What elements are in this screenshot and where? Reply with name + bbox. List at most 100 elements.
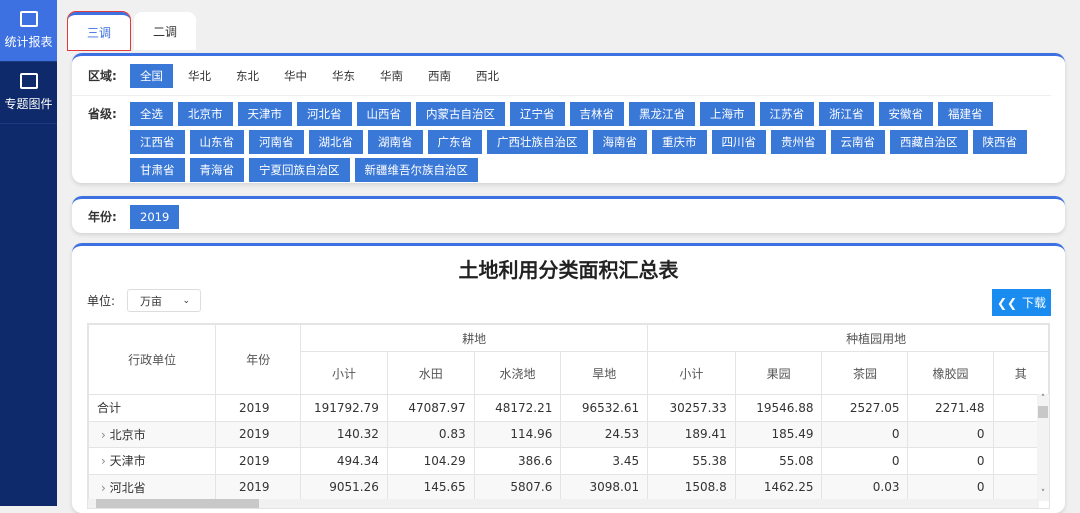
value-cell: 3098.01 — [560, 473, 649, 501]
province-button[interactable]: 黑龙江省 — [629, 102, 695, 126]
sidebar-item-reports[interactable]: 统计报表 — [0, 0, 57, 62]
province-button[interactable]: 安徽省 — [878, 102, 933, 126]
year-cell: 2019 — [215, 447, 302, 475]
admin-unit-name: 河北省 — [109, 480, 146, 495]
value-cell: 1462.25 — [734, 473, 823, 501]
province-button[interactable]: 河南省 — [249, 130, 304, 154]
province-button[interactable]: 陕西省 — [972, 130, 1027, 154]
table-row[interactable]: › 天津市 2019 494.34 104.29 386.6 3.45 55.38 55.08… — [88, 447, 1049, 475]
table-row[interactable]: › 河北省 2019 9051.26 145.65 5807.6 3098.01 1508.… — [88, 473, 1049, 501]
province-button[interactable]: 海南省 — [592, 130, 647, 154]
value-cell: 0 — [907, 447, 994, 475]
region-button[interactable]: 华南 — [380, 69, 403, 83]
sidebar: 统计报表 专题图件 — [0, 0, 57, 506]
sidebar-item-label: 专题图件 — [4, 97, 53, 111]
value-cell: 0 — [907, 420, 994, 448]
province-button[interactable]: 辽宁省 — [510, 102, 565, 126]
value-cell: 191792.79 — [300, 394, 388, 422]
expand-chevron-icon[interactable]: › — [101, 427, 110, 442]
header-subcolumn: 其 — [992, 351, 1049, 395]
province-button[interactable]: 山西省 — [356, 102, 411, 126]
value-cell: 145.65 — [386, 473, 475, 501]
province-button[interactable]: 广西壮族自治区 — [487, 130, 588, 154]
unit-select[interactable]: 万亩 ⌄ — [127, 289, 202, 312]
value-cell: 386.6 — [473, 447, 562, 475]
province-button[interactable]: 湖北省 — [308, 130, 363, 154]
province-button[interactable]: 内蒙古自治区 — [416, 102, 505, 126]
report-table: 行政单位 年份 耕地 种植园用地 小计 水田 水浇地 旱地 小计 果园 茶园 橡胶园其 合计 2… — [87, 323, 1050, 509]
region-filter-card: 区域: 全国 华北 东北 华中 华东 华南 西南 西北 省级: 全选 北京市 天津市 河北省 山西省内… — [72, 53, 1065, 183]
value-cell: 0 — [821, 420, 909, 448]
province-button[interactable]: 新疆维吾尔族自治区 — [354, 158, 478, 182]
province-button[interactable]: 青海省 — [189, 158, 244, 182]
region-button[interactable]: 东北 — [236, 69, 259, 83]
value-cell: 104.29 — [386, 447, 475, 475]
year-button[interactable]: 2019 — [130, 205, 180, 229]
province-button[interactable]: 天津市 — [237, 102, 292, 126]
header-subcolumn: 茶园 — [821, 351, 909, 395]
table-row[interactable]: › 北京市 2019 140.32 0.83 114.96 24.53 189.41 185.… — [88, 420, 1049, 448]
tab-third-survey[interactable]: 三调 — [67, 11, 131, 51]
province-button[interactable]: 福建省 — [938, 102, 993, 126]
expand-chevron-icon[interactable]: › — [101, 480, 110, 495]
admin-unit-cell: › 天津市 — [88, 447, 217, 475]
value-cell: 24.53 — [560, 420, 649, 448]
region-button[interactable]: 华北 — [188, 69, 211, 83]
province-button[interactable]: 江苏省 — [759, 102, 814, 126]
tab-second-survey[interactable]: 二调 — [134, 12, 196, 50]
province-button[interactable]: 湖南省 — [368, 130, 423, 154]
table-row[interactable]: 合计 2019 191792.79 47087.97 48172.21 96532.61 3… — [88, 394, 1049, 422]
region-button[interactable]: 华中 — [284, 69, 307, 83]
value-cell: 55.08 — [734, 447, 823, 475]
province-button[interactable]: 贵州省 — [771, 130, 826, 154]
province-button[interactable]: 全选 — [130, 102, 173, 126]
image-icon — [19, 73, 38, 89]
value-cell: 2527.05 — [821, 394, 909, 422]
horizontal-scrollbar[interactable] — [88, 499, 1039, 508]
admin-unit-name: 天津市 — [109, 454, 146, 469]
value-cell: 55.38 — [647, 447, 736, 475]
header-subcolumn: 果园 — [734, 351, 823, 395]
value-cell: 30257.33 — [647, 394, 736, 422]
province-button[interactable]: 吉林省 — [569, 102, 624, 126]
header-subcolumn: 水浇地 — [473, 351, 562, 395]
value-cell: 140.32 — [300, 420, 388, 448]
province-button[interactable]: 河北省 — [297, 102, 352, 126]
sidebar-item-maps[interactable]: 专题图件 — [0, 62, 57, 124]
region-button[interactable]: 全国 — [130, 64, 173, 88]
province-button[interactable]: 四川省 — [711, 130, 766, 154]
province-button[interactable]: 宁夏回族自治区 — [249, 158, 350, 182]
province-button[interactable]: 北京市 — [178, 102, 233, 126]
expand-chevron-icon[interactable]: › — [101, 454, 110, 469]
province-button[interactable]: 甘肃省 — [130, 158, 185, 182]
download-icon: ❮❮ — [996, 295, 1018, 310]
header-subcolumn: 小计 — [647, 351, 736, 395]
province-button[interactable]: 山东省 — [189, 130, 244, 154]
province-button[interactable]: 江西省 — [130, 130, 185, 154]
region-button[interactable]: 华东 — [332, 69, 355, 83]
province-button[interactable]: 重庆市 — [652, 130, 707, 154]
value-cell: 494.34 — [300, 447, 388, 475]
vertical-scrollbar[interactable]: ˄ ˅ — [1037, 394, 1049, 501]
province-button[interactable]: 西藏自治区 — [890, 130, 968, 154]
province-buttons: 全选 北京市 天津市 河北省 山西省 内蒙古自治区 辽宁省 吉林省 黑龙江省 上海市 江苏省 浙江省安… — [130, 102, 1050, 182]
header-subcolumn: 橡胶园 — [907, 351, 994, 395]
province-button[interactable]: 上海市 — [700, 102, 755, 126]
value-cell: 19546.88 — [734, 394, 823, 422]
region-button[interactable]: 西南 — [428, 69, 451, 83]
value-cell: 0.03 — [821, 473, 909, 501]
province-button[interactable]: 广东省 — [427, 130, 482, 154]
province-button[interactable]: 云南省 — [830, 130, 885, 154]
sidebar-item-label: 统计报表 — [4, 35, 53, 49]
province-button[interactable]: 浙江省 — [819, 102, 874, 126]
value-cell: 114.96 — [473, 420, 562, 448]
region-button[interactable]: 西北 — [476, 69, 499, 83]
value-cell: 189.41 — [647, 420, 736, 448]
value-cell: 47087.97 — [386, 394, 475, 422]
chevron-down-icon: ⌄ — [182, 295, 191, 306]
year-label: 年份: — [88, 210, 117, 224]
download-button[interactable]: ❮❮ 下载 — [992, 289, 1051, 316]
download-label: 下载 — [1022, 296, 1047, 310]
survey-tabs: 三调 二调 — [67, 11, 196, 51]
header-subcolumn: 旱地 — [560, 351, 649, 395]
